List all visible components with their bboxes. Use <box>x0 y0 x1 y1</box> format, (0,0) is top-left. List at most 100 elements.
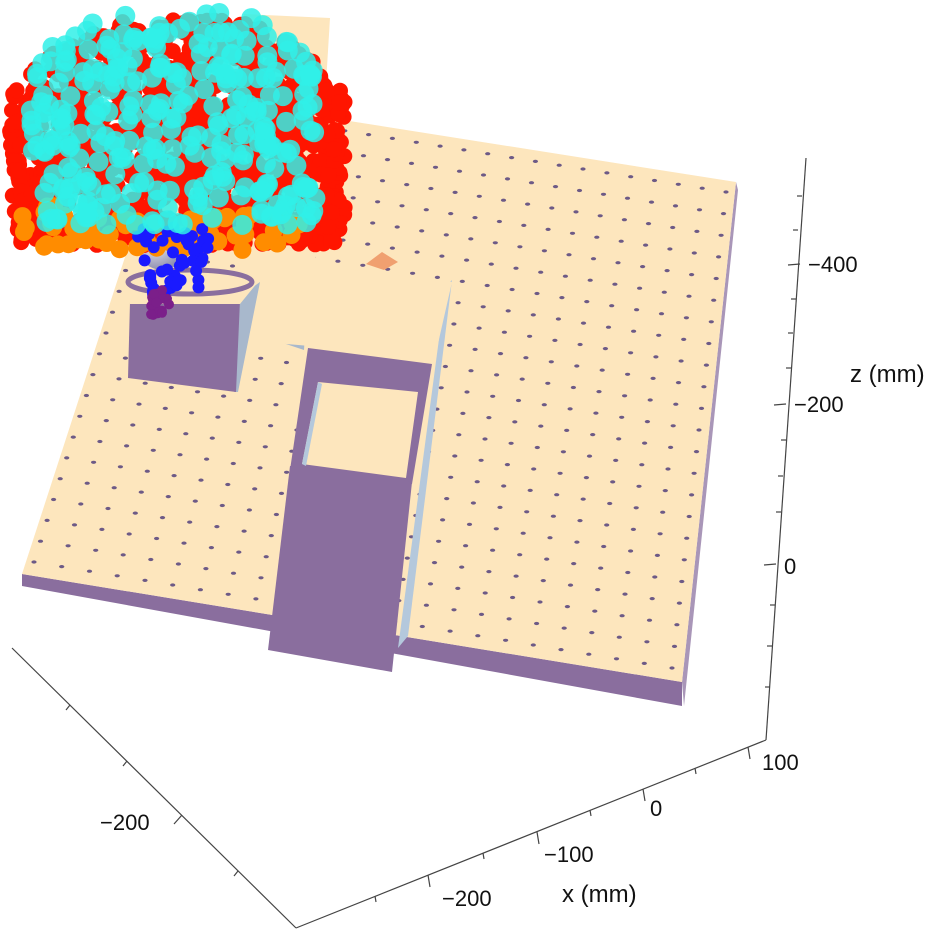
table-hole <box>532 159 539 163</box>
cyan-point <box>142 211 163 232</box>
table-hole <box>198 478 204 482</box>
table-hole <box>654 553 661 558</box>
table-hole <box>612 282 618 286</box>
z-axis-line <box>765 157 807 741</box>
cyan-point <box>267 194 288 215</box>
cyan-point <box>201 127 222 148</box>
table-hole <box>257 466 263 470</box>
table-hole <box>283 360 290 365</box>
red-point <box>330 192 347 209</box>
x-tick-label-0: 100 <box>762 750 799 775</box>
table-hole <box>438 386 444 390</box>
table-hole <box>628 175 634 179</box>
table-hole <box>519 377 525 381</box>
table-hole <box>493 527 499 531</box>
cyan-point <box>95 184 116 205</box>
table-hole <box>506 617 512 621</box>
table-hole <box>576 188 583 193</box>
cyan-point <box>113 24 134 45</box>
cyan-point <box>21 115 42 136</box>
cyan-point <box>255 119 276 140</box>
table-hole <box>84 481 90 485</box>
table-hole <box>662 489 668 493</box>
table-hole <box>370 221 376 225</box>
table-hole <box>664 269 670 273</box>
table-hole <box>669 666 675 670</box>
cyan-point <box>34 182 55 203</box>
table-hole <box>681 337 687 341</box>
table-hole <box>711 298 717 302</box>
table-hole <box>472 216 478 220</box>
table-hole <box>628 351 634 355</box>
table-hole <box>384 158 391 162</box>
table-hole <box>586 454 593 458</box>
table-hole <box>602 347 609 351</box>
table-hole <box>703 363 710 367</box>
cyan-point <box>202 169 223 190</box>
table-hole <box>650 376 656 380</box>
orange-point <box>233 240 252 259</box>
post-base-front <box>128 300 240 392</box>
table-hole <box>544 557 550 561</box>
table-hole <box>171 474 177 478</box>
cyan-point <box>150 93 171 114</box>
riser-lower-front <box>268 466 412 672</box>
table-hole <box>126 532 132 536</box>
table-hole <box>631 329 637 333</box>
table-hole <box>673 402 679 406</box>
table-hole <box>434 275 440 279</box>
table-hole <box>64 456 70 460</box>
table-hole <box>165 495 171 499</box>
table-hole <box>538 424 544 428</box>
table-hole <box>524 510 530 514</box>
table-hole <box>230 461 236 466</box>
table-hole <box>448 475 454 479</box>
table-hole <box>564 605 571 609</box>
table-hole <box>671 644 678 649</box>
table-hole <box>580 167 586 171</box>
table-hole <box>530 313 536 317</box>
riser-window <box>302 382 418 478</box>
table-hole <box>598 566 604 570</box>
riser-block <box>268 252 452 672</box>
table-hole <box>159 516 166 520</box>
cyan-point <box>276 143 297 164</box>
blue-point <box>161 263 173 276</box>
table-hole <box>208 546 214 550</box>
cyan-point <box>184 179 205 200</box>
table-hole <box>203 567 209 571</box>
table-hole <box>448 212 454 216</box>
red-point <box>10 162 27 179</box>
post-base-side <box>234 282 260 392</box>
table-hole <box>154 536 160 541</box>
table-hole <box>389 136 395 140</box>
table-hole <box>561 626 567 630</box>
cyan-point <box>41 208 62 229</box>
cyan-point <box>205 62 225 83</box>
table-hole <box>114 574 120 578</box>
table-hole <box>474 480 480 484</box>
cyan-point <box>123 90 143 111</box>
cyan-point <box>96 214 117 235</box>
table-hole <box>136 402 142 406</box>
cyan-point <box>263 67 284 88</box>
table-hole <box>505 309 511 313</box>
table-hole <box>592 609 598 613</box>
table-hole <box>44 518 50 523</box>
table-hole <box>691 471 697 475</box>
table-hole <box>556 163 562 167</box>
table-hole <box>596 390 602 394</box>
table-hole <box>109 310 116 314</box>
table-hole <box>590 257 597 261</box>
table-hole <box>550 514 557 518</box>
table-hole <box>689 493 695 497</box>
table-hole <box>501 330 507 334</box>
table-hole <box>624 196 631 200</box>
cyan-point <box>241 8 262 29</box>
table-hole <box>545 381 551 385</box>
table-hole <box>548 360 554 364</box>
cyan-point <box>197 37 218 58</box>
cyan-point <box>272 86 293 107</box>
cyan-point <box>201 147 222 168</box>
table-hole <box>577 342 583 347</box>
